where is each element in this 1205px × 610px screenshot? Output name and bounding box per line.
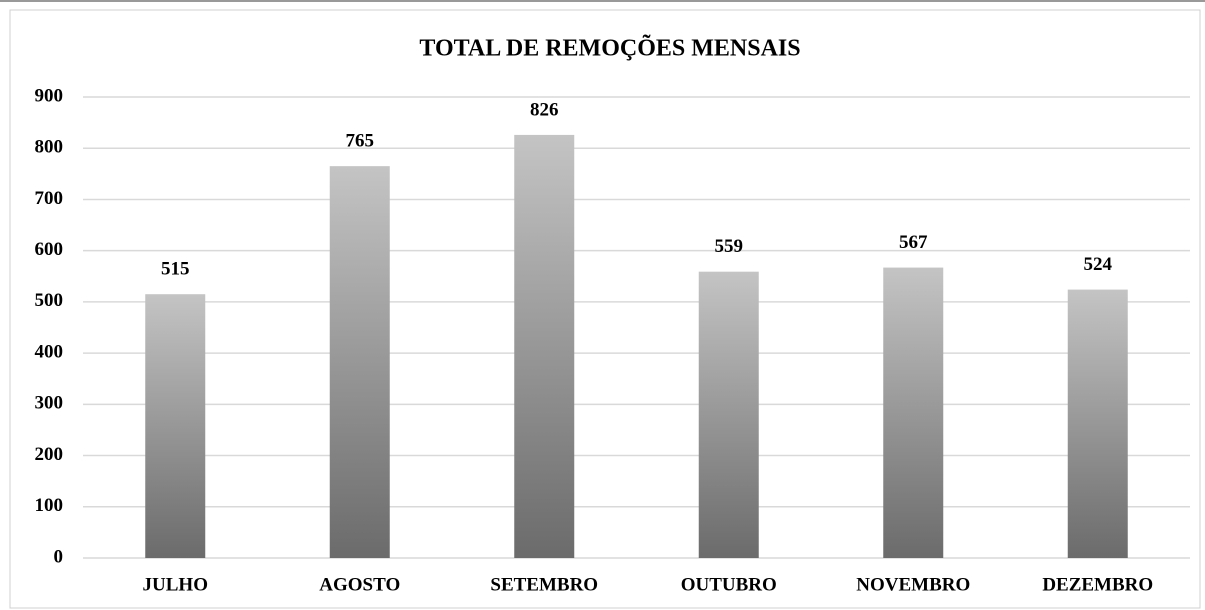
bar <box>514 134 575 558</box>
x-tick-label: DEZEMBRO <box>1042 574 1153 595</box>
x-tick-label: JULHO <box>143 574 208 595</box>
x-tick-label: AGOSTO <box>319 574 400 595</box>
x-tick-label: SETEMBRO <box>490 574 598 595</box>
y-tick-label: 500 <box>35 290 64 311</box>
x-tick-label: OUTUBRO <box>681 574 777 595</box>
top-border <box>0 0 1205 2</box>
data-label: 567 <box>899 232 928 253</box>
data-label: 559 <box>715 236 744 257</box>
data-label: 826 <box>530 99 559 120</box>
y-tick-label: 300 <box>35 393 64 414</box>
y-tick-label: 700 <box>35 188 64 209</box>
bar <box>145 294 206 558</box>
y-tick-label: 800 <box>35 137 64 158</box>
y-tick-label: 100 <box>35 495 64 516</box>
y-tick-label: 200 <box>35 444 64 465</box>
y-tick-label: 900 <box>35 85 64 106</box>
data-label: 765 <box>346 131 375 152</box>
data-label: 515 <box>161 259 190 280</box>
data-label: 524 <box>1084 254 1113 275</box>
y-tick-label: 400 <box>35 341 64 362</box>
y-tick-label: 600 <box>35 239 64 260</box>
x-tick-label: NOVEMBRO <box>856 574 970 595</box>
chart-frame <box>9 9 1201 609</box>
bar <box>883 267 944 558</box>
chart-title: TOTAL DE REMOÇÕES MENSAIS <box>419 36 800 62</box>
bar <box>1067 289 1128 558</box>
bar <box>698 271 759 558</box>
bar <box>329 166 390 558</box>
y-tick-label: 0 <box>54 546 64 567</box>
